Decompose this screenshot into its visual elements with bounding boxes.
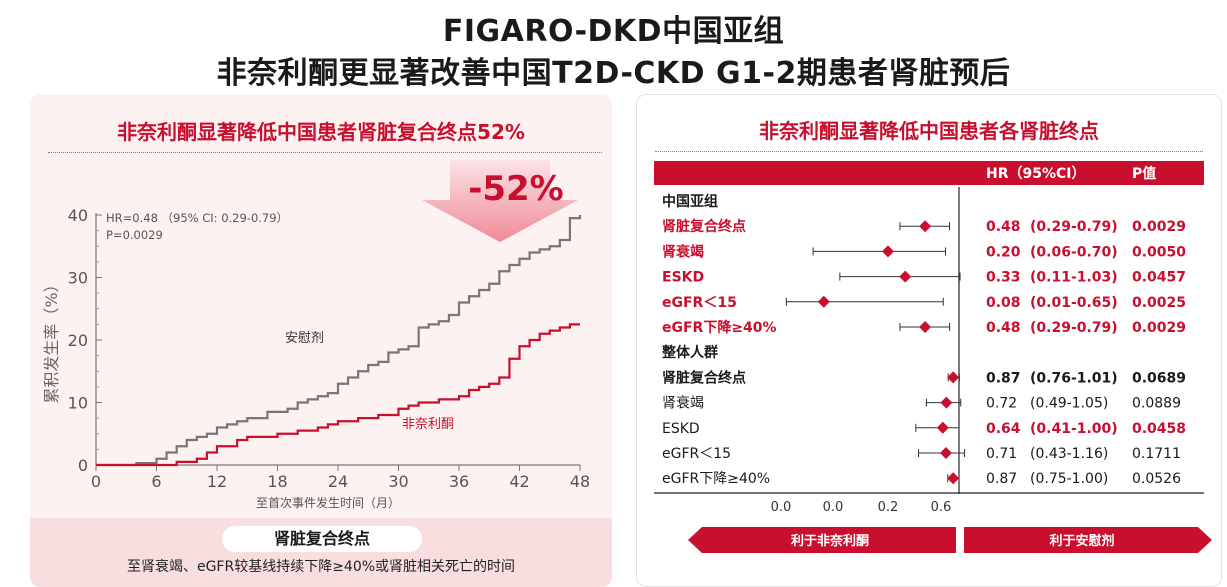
forest-row-label: ESKD [662, 270, 704, 286]
favors-placebo-arrow [964, 527, 1212, 553]
forest-point-estimate [940, 396, 953, 409]
forest-ci-value: (0.49-1.05) [1030, 396, 1108, 412]
km-y-tick-label: 0 [78, 456, 88, 475]
forest-column-hr-header: HR（95%CI） [986, 166, 1086, 182]
forest-p-value: 0.0025 [1132, 295, 1186, 311]
forest-x-tick-label: 0.0 [771, 500, 792, 515]
forest-hr-value: 0.33 [986, 270, 1021, 286]
km-label-placebo: 安慰剂 [285, 331, 324, 346]
km-y-tick-label: 30 [68, 269, 88, 288]
forest-row-label: 肾衰竭 [662, 395, 704, 412]
forest-row-label: 肾脏复合终点 [662, 218, 746, 235]
forest-hr-value: 0.87 [986, 370, 1021, 386]
forest-column-p-header: P值 [1132, 165, 1156, 182]
forest-row-label: eGFR下降≥40% [662, 319, 777, 336]
forest-row-label: eGFR＜15 [662, 446, 731, 462]
forest-x-tick-label: 0.2 [878, 500, 899, 515]
km-x-tick-label: 18 [267, 472, 287, 491]
forest-x-tick-label: 0.6 [931, 500, 952, 515]
forest-point-estimate [947, 371, 960, 384]
km-title-divider [48, 152, 602, 153]
forest-header-bar [654, 161, 1204, 185]
reduction-label: -52% [468, 169, 564, 209]
forest-ci-value: (0.01-0.65) [1030, 295, 1118, 311]
forest-row-label: eGFR下降≥40% [662, 471, 770, 487]
km-chart: -52% 0 10 20 30 40 0 6 12 18 24 30 36 42 48 至首次事件发生时间（月… [42, 160, 590, 510]
km-x-tick-label: 0 [91, 472, 101, 491]
forest-row-label: 肾衰竭 [662, 243, 704, 260]
forest-hr-value: 0.48 [986, 219, 1021, 235]
forest-point-estimate [947, 472, 960, 485]
forest-p-value: 0.0526 [1132, 471, 1181, 487]
forest-point-estimate [936, 421, 949, 434]
forest-ci-value: (0.41-1.00) [1030, 421, 1118, 437]
forest-row-label: ESKD [662, 421, 700, 437]
forest-point-estimate [919, 321, 932, 333]
forest-x-tick-label: 0.0 [823, 500, 844, 515]
forest-hr-value: 0.20 [986, 244, 1021, 260]
forest-p-value: 0.1711 [1132, 446, 1181, 462]
forest-panel-title: 非奈利酮显著降低中国患者各肾脏终点 [759, 119, 1099, 143]
forest-ci-value: (0.29-0.79) [1030, 219, 1118, 235]
km-x-tick-label: 12 [207, 472, 227, 491]
forest-title-divider [655, 151, 1203, 152]
composite-endpoint-badge: 肾脏复合终点 [222, 526, 422, 552]
km-label-finerenone: 非奈利酮 [402, 417, 454, 432]
forest-ci-value: (0.75-1.00) [1030, 471, 1108, 487]
forest-p-value: 0.0457 [1132, 270, 1186, 286]
forest-point-estimate [882, 245, 894, 258]
km-line-placebo [96, 215, 582, 467]
forest-group-header: 整体人群 [661, 344, 718, 361]
forest-hr-value: 0.64 [986, 421, 1021, 437]
favors-finerenone-arrow [688, 527, 956, 553]
km-line-finerenone [96, 323, 580, 467]
forest-point-estimate [919, 220, 932, 233]
km-x-tick-label: 36 [449, 472, 469, 491]
favors-placebo-label: 利于安慰剂 [1049, 533, 1114, 549]
km-x-tick-label: 30 [388, 472, 408, 491]
forest-ci-value: (0.29-0.79) [1030, 320, 1118, 336]
forest-ci-value: (0.06-0.70) [1030, 244, 1118, 260]
km-x-tick-label: 42 [509, 472, 529, 491]
km-p-value: P=0.0029 [106, 228, 163, 242]
forest-p-value: 0.0689 [1132, 370, 1186, 386]
km-y-axis-label: 累积发生率（%） [42, 276, 61, 403]
forest-p-value: 0.0029 [1132, 219, 1186, 235]
forest-p-value: 0.0889 [1132, 396, 1181, 412]
forest-hr-value: 0.72 [986, 396, 1017, 412]
km-panel-title: 非奈利酮显著降低中国患者肾脏复合终点52% [117, 120, 525, 144]
forest-hr-value: 0.87 [986, 471, 1017, 487]
forest-row-label: 肾脏复合终点 [662, 369, 746, 386]
page-title-line2: 非奈利酮更显著改善中国T2D-CKD G1-2期患者肾脏预后 [216, 56, 1011, 91]
forest-point-estimate [817, 295, 830, 308]
forest-hr-value: 0.08 [986, 295, 1021, 311]
forest-group-header: 中国亚组 [662, 193, 718, 210]
km-x-tick-label: 6 [151, 472, 161, 491]
reduction-arrow [422, 160, 578, 242]
forest-ci-value: (0.43-1.16) [1030, 446, 1108, 462]
km-x-tick-label: 24 [328, 472, 348, 491]
km-y-tick-label: 20 [68, 331, 88, 350]
km-y-tick-label: 10 [68, 394, 88, 413]
forest-ci-value: (0.11-1.03) [1030, 270, 1118, 286]
forest-p-value: 0.0458 [1132, 421, 1186, 437]
km-y-tick-label: 40 [68, 206, 88, 225]
forest-p-value: 0.0029 [1132, 320, 1186, 336]
favors-finerenone-label: 利于非奈利酮 [791, 533, 869, 549]
forest-hr-value: 0.71 [986, 446, 1017, 462]
forest-hr-value: 0.48 [986, 320, 1021, 336]
forest-point-estimate [939, 447, 952, 459]
forest-point-estimate [899, 270, 912, 283]
km-x-tick-label: 48 [570, 472, 590, 491]
page-title-line1: FIGARO-DKD中国亚组 [442, 14, 785, 49]
forest-p-value: 0.0050 [1132, 244, 1186, 260]
forest-ci-value: (0.76-1.01) [1030, 370, 1118, 386]
forest-row-label: eGFR＜15 [662, 295, 737, 311]
km-footer: 肾脏复合终点 至肾衰竭、eGFR较基线持续下降≥40%或肾脏相关死亡的时间 [30, 518, 612, 587]
km-x-axis-label: 至首次事件发生时间（月） [256, 495, 400, 510]
km-hr-stat: HR=0.48 （95% CI: 0.29-0.79） [106, 211, 288, 225]
composite-endpoint-definition: 至肾衰竭、eGFR较基线持续下降≥40%或肾脏相关死亡的时间 [126, 559, 516, 575]
